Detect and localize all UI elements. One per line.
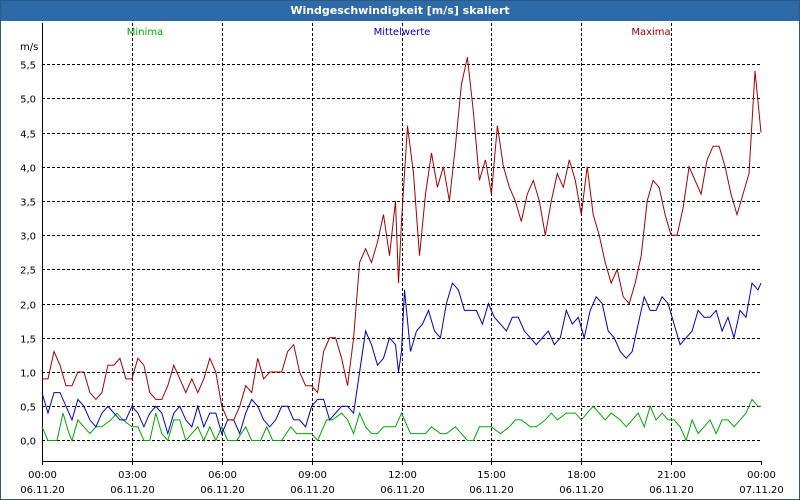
x-tick-labels: 00:00 06.11.20 03:00 06.11.20 06:00 06.11.20 0… <box>20 470 784 496</box>
y-tick-label: 4,5 <box>20 130 36 141</box>
x-tick-date: 06.11.20 <box>469 485 514 496</box>
x-tick-date: 06.11.20 <box>20 485 65 496</box>
series-lines <box>41 57 762 442</box>
x-tick-time: 03:00 <box>118 470 147 481</box>
y-tick-label: 1,5 <box>20 335 36 346</box>
x-tick-time: 06:00 <box>208 470 237 481</box>
axes <box>42 23 762 465</box>
x-tick-date: 06.11.20 <box>559 485 604 496</box>
x-tick-time: 12:00 <box>388 470 417 481</box>
y-tick-label: 4,0 <box>20 164 36 175</box>
x-tick-time: 15:00 <box>477 470 506 481</box>
y-tick-label: 2,0 <box>20 301 36 312</box>
series-line-mittelwerte <box>41 281 762 436</box>
series-line-maxima <box>42 57 762 421</box>
x-tick-time: 09:00 <box>298 470 327 481</box>
y-tick-label: 0,5 <box>20 403 36 414</box>
y-tick-label: 5,5 <box>20 61 36 72</box>
y-tick-label: 1,0 <box>20 369 36 380</box>
y-tick-label: 3,5 <box>20 198 36 209</box>
x-tick-date: 07.11.20 <box>739 485 784 496</box>
x-tick-date: 06.11.20 <box>200 485 245 496</box>
legend-minima: Minima <box>127 27 163 38</box>
grid-lines <box>42 23 761 461</box>
y-tick-labels: 0,0 0,5 1,0 1,5 2,0 2,5 3,0 3,5 4,0 4,5 5,0 5,5 <box>20 61 36 448</box>
legend-maxima: Maxima <box>631 27 670 38</box>
x-tick-date: 06.11.20 <box>110 485 155 496</box>
y-tick-label: 5,0 <box>20 95 36 106</box>
y-tick-label: 3,0 <box>20 232 36 243</box>
x-tick-time: 00:00 <box>747 470 776 481</box>
x-tick-date: 06.11.20 <box>649 485 694 496</box>
x-tick-date: 06.11.20 <box>290 485 335 496</box>
series-line-minima <box>41 398 761 442</box>
x-tick-time: 21:00 <box>657 470 686 481</box>
x-tick-date: 06.11.20 <box>380 485 425 496</box>
y-axis-label: m/s <box>20 42 38 53</box>
x-tick-time: 00:00 <box>28 470 57 481</box>
legend-mittelwerte: Mittelwerte <box>374 27 431 38</box>
y-tick-label: 0,0 <box>20 437 36 448</box>
y-tick-label: 2,5 <box>20 266 36 277</box>
window-title: Windgeschwindigkeit [m/s] skaliert <box>1 1 799 21</box>
x-tick-time: 18:00 <box>567 470 596 481</box>
